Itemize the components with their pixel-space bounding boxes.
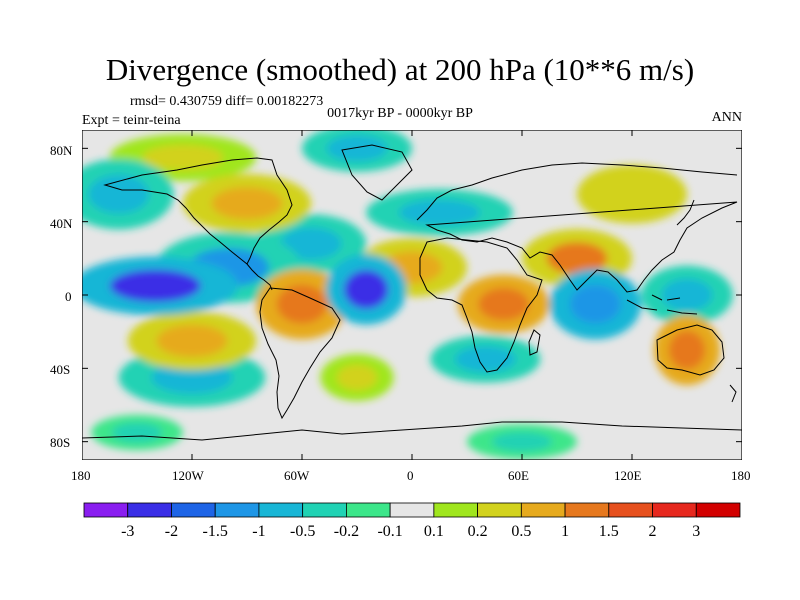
x-tick-label: 180 <box>71 468 91 483</box>
y-tick-label: 80S <box>50 435 71 450</box>
x-tick-label: 120E <box>614 468 642 483</box>
colorbar-swatch <box>433 502 479 518</box>
x-tick-label: 180 <box>731 468 751 483</box>
colorbar-swatch <box>345 502 391 518</box>
colorbar-swatch <box>389 502 435 518</box>
axis-ticks <box>82 130 742 460</box>
colorbar-label: -1 <box>252 523 265 540</box>
x-tick-label: 120W <box>172 468 204 483</box>
colorbar-swatch <box>608 502 653 518</box>
season-label: ANN <box>711 110 742 125</box>
divergence-map <box>82 130 742 460</box>
field-blob <box>546 242 608 275</box>
field-blob <box>111 422 163 443</box>
field-blob <box>276 284 328 324</box>
period-text: 0017kyr BP - 0000kyr BP <box>327 106 473 121</box>
x-tick-label: 60E <box>508 468 529 483</box>
x-tick-label: 60W <box>284 468 310 483</box>
colorbar-swatch <box>258 502 304 518</box>
field-blob <box>336 364 378 391</box>
colorbar-swatch <box>83 502 129 518</box>
field-blob <box>211 187 283 220</box>
colorbar-label: -2 <box>165 523 178 540</box>
field-blob <box>109 269 201 302</box>
y-tick-label: 40N <box>50 216 73 231</box>
colorbar-swatch <box>520 502 566 518</box>
colorbar-swatch <box>477 502 522 518</box>
field-blob <box>88 174 149 214</box>
field-blob <box>661 278 713 312</box>
colorbar-label: 0.5 <box>511 523 531 540</box>
colorbar-label: -3 <box>121 523 134 540</box>
field-blob <box>142 144 224 171</box>
colorbar-label: -0.1 <box>377 523 402 540</box>
colorbar-label: 1 <box>561 523 569 540</box>
x-tick-label: 0 <box>407 468 414 483</box>
colorbar-label: -0.5 <box>290 523 315 540</box>
colorbar-swatch <box>127 502 172 518</box>
y-tick-label: 0 <box>65 289 72 304</box>
colorbar-swatch <box>695 502 741 518</box>
field-blob <box>668 330 706 370</box>
colorbar-swatch <box>652 502 697 518</box>
colorbar-label: 1.5 <box>599 523 619 540</box>
field-blob <box>156 324 228 357</box>
colorbar-label: 0.1 <box>424 523 444 540</box>
experiment-text: Expt = teinr-teina <box>82 113 181 128</box>
y-tick-label: 80N <box>50 143 73 158</box>
colorbar-label: 3 <box>692 523 700 540</box>
field-blob <box>399 199 480 226</box>
colorbar-label: 0.2 <box>468 523 488 540</box>
field-blob <box>478 288 529 321</box>
colorbar-label: 2 <box>649 523 657 540</box>
y-tick-label: 40S <box>50 362 71 377</box>
stats-text: rmsd= 0.430759 diff= 0.00182273 <box>130 94 324 109</box>
field-blob <box>151 361 233 394</box>
colorbar-swatch <box>302 502 347 518</box>
colorbar-swatch <box>171 502 216 518</box>
colorbar: -3 -2 -1.5 -1 -0.5 -0.2 -0.1 0.1 0.2 0.5 1 1.5 2 3 <box>83 502 741 540</box>
field-blob <box>570 284 621 324</box>
field-blob <box>343 270 389 309</box>
field-blob <box>326 135 388 162</box>
field-blob <box>491 431 553 452</box>
colorbar-swatch <box>214 502 260 518</box>
field-blob <box>280 227 342 260</box>
plot-title: Divergence (smoothed) at 200 hPa (10**6 … <box>105 52 695 87</box>
colorbar-swatch <box>564 502 610 518</box>
colorbar-label: -1.5 <box>203 523 228 540</box>
field-blob <box>601 178 663 211</box>
colorbar-label: -0.2 <box>334 523 359 540</box>
coastline <box>82 144 742 441</box>
